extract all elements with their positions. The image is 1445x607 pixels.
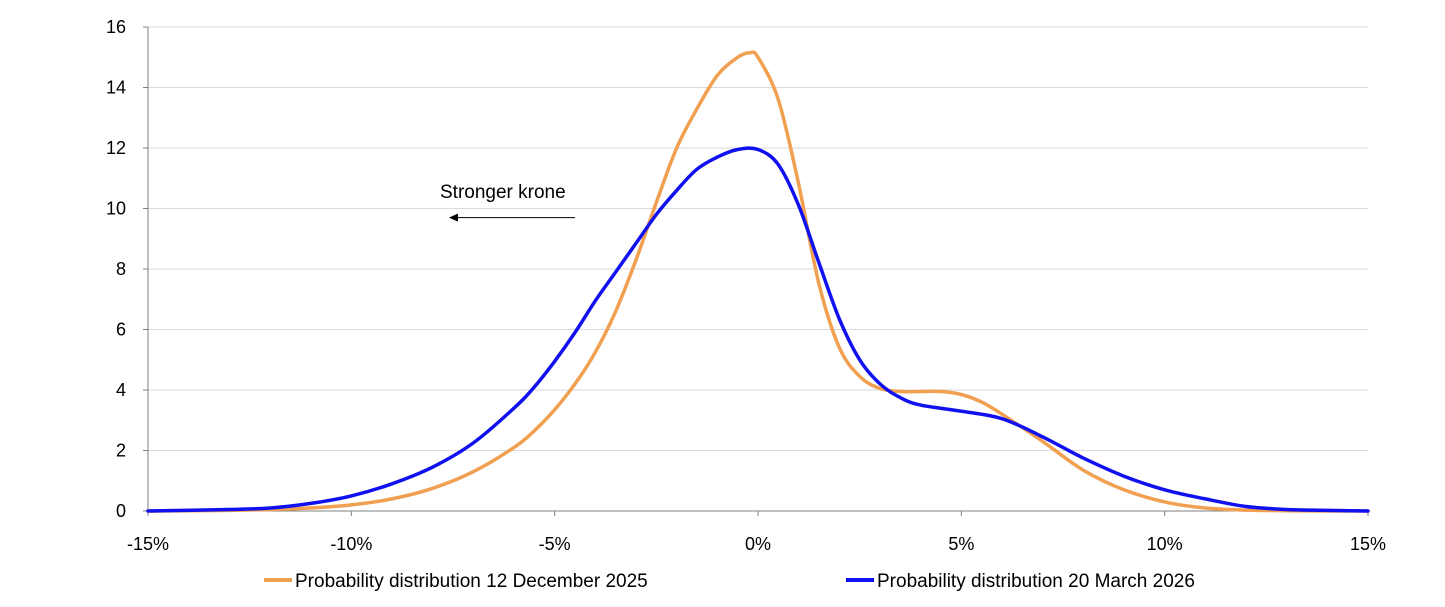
y-tick-label-6: 6 — [116, 320, 126, 340]
legend-label-series-1: Probability distribution 12 December 202… — [295, 571, 648, 592]
annotation-arrowhead — [448, 213, 458, 222]
annotation: Stronger krone — [440, 182, 575, 222]
x-tick-label-3: 0% — [745, 534, 771, 554]
y-tick-label-0: 0 — [116, 501, 126, 521]
legend-item-series-1[interactable]: Probability distribution 12 December 202… — [264, 571, 648, 592]
y-tick-label-2: 2 — [116, 441, 126, 461]
annotation-label: Stronger krone — [440, 182, 566, 203]
y-tick-label-12: 12 — [106, 138, 126, 158]
x-tick-labels: -15% -10% -5% 0% 5% 10% 15% — [127, 534, 1386, 554]
x-tick-label-4: 5% — [948, 534, 974, 554]
x-tick-label-0: -15% — [127, 534, 169, 554]
x-tick-label-2: -5% — [539, 534, 571, 554]
x-tick-label-6: 15% — [1350, 534, 1386, 554]
x-tick-label-1: -10% — [330, 534, 372, 554]
series-line-2 — [146, 146, 1370, 513]
legend: Probability distribution 12 December 202… — [264, 571, 1195, 592]
y-tick-label-4: 4 — [116, 380, 126, 400]
x-tick-label-5: 10% — [1147, 534, 1183, 554]
series-line-1 — [146, 50, 1370, 513]
legend-item-series-2[interactable]: Probability distribution 20 March 2026 — [846, 571, 1195, 592]
y-tick-label-14: 14 — [106, 78, 126, 98]
y-tick-label-16: 16 — [106, 17, 126, 37]
y-tick-labels: 0 2 4 6 8 10 12 14 16 — [106, 17, 126, 521]
series-lines — [146, 50, 1370, 513]
y-tick-label-8: 8 — [116, 259, 126, 279]
gridlines — [148, 26, 1368, 451]
y-tick-label-10: 10 — [106, 199, 126, 219]
axes — [143, 26, 1369, 516]
legend-label-series-2: Probability distribution 20 March 2026 — [877, 571, 1195, 592]
